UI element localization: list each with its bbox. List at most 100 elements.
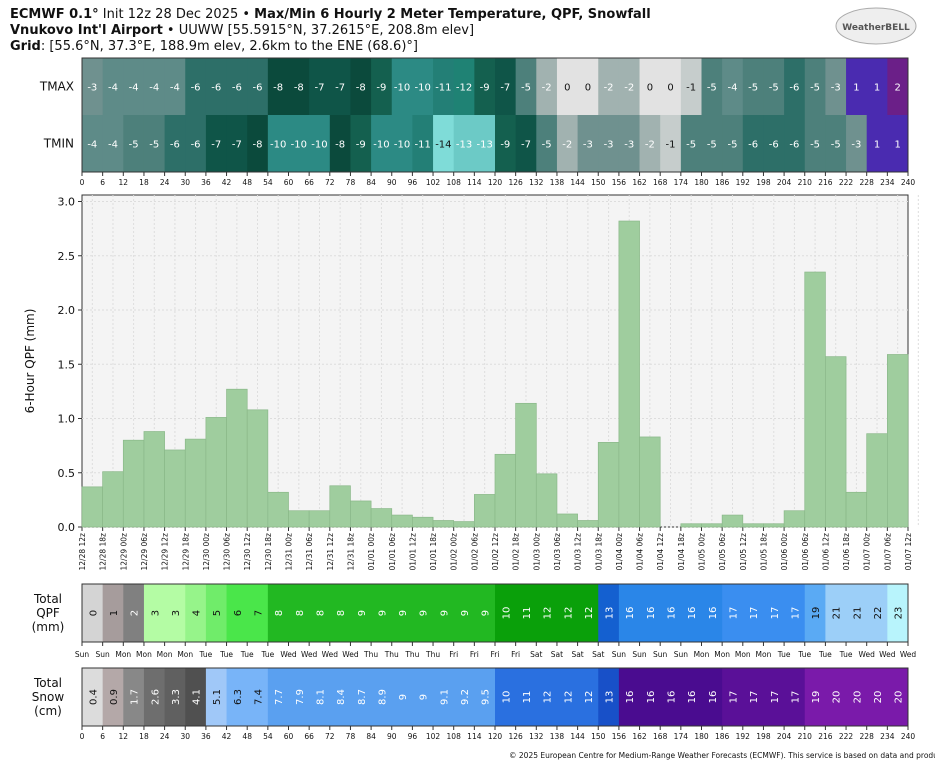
hour-tick-label: 162 (632, 732, 647, 741)
hour-tick-label: 192 (736, 178, 751, 187)
bar (556, 513, 578, 528)
temp-value: -5 (542, 140, 552, 151)
total-cell (267, 668, 289, 726)
day-label: Wed (322, 650, 339, 659)
hour-tick-label: 18 (139, 178, 149, 187)
bar (350, 500, 372, 528)
x-tick-label: 01/01 00z (367, 533, 376, 571)
temp-cell (846, 58, 868, 115)
temp-value: -10 (291, 140, 307, 151)
total-value: 8 (295, 610, 306, 616)
hour-tick-label: 48 (242, 732, 252, 741)
temp-cell (639, 58, 661, 115)
bar (205, 417, 227, 528)
total-cell (102, 584, 124, 642)
temp-value: -3 (87, 83, 97, 94)
day-label: Thu (404, 650, 419, 659)
total-cell (536, 584, 558, 642)
total-value: 6.3 (233, 689, 244, 705)
temp-value: -7 (314, 83, 324, 94)
total-value: 17 (770, 607, 781, 620)
total-cell (288, 668, 310, 726)
temp-cell (247, 58, 269, 115)
temp-value: 1 (894, 140, 900, 151)
temp-cell (660, 115, 682, 172)
temp-cell (350, 58, 372, 115)
temp-cell (391, 58, 413, 115)
bar (783, 510, 806, 528)
temp-value: -4 (129, 83, 139, 94)
total-cell (763, 668, 785, 726)
temp-value: -8 (294, 83, 304, 94)
bar (721, 514, 744, 528)
total-value: 8.4 (336, 689, 347, 705)
hour-tick-label: 108 (447, 178, 462, 187)
total-cell (185, 584, 207, 642)
x-tick-label: 12/30 12z (243, 533, 252, 571)
temp-value: -7 (211, 140, 221, 151)
total-value: 8.7 (357, 689, 368, 705)
temp-cell (123, 115, 145, 172)
day-label: Sat (530, 650, 542, 659)
bar (763, 523, 785, 528)
day-label: Mon (136, 650, 152, 659)
bar (742, 523, 764, 528)
hour-tick-label: 132 (529, 732, 544, 741)
temp-value: -5 (686, 140, 696, 151)
temp-value: 0 (585, 83, 591, 94)
total-cell (825, 668, 847, 726)
x-tick-label: 12/29 18z (181, 533, 190, 571)
total-value: 16 (667, 691, 678, 704)
total-value: 8 (315, 610, 326, 616)
temp-value: -7 (335, 83, 345, 94)
row-label: Total (33, 676, 62, 690)
total-cell (495, 668, 517, 726)
hour-tick-label: 228 (860, 732, 875, 741)
temp-value: 2 (894, 83, 900, 94)
hour-tick-label: 210 (798, 178, 813, 187)
hour-tick-label: 210 (798, 732, 813, 741)
temp-value: -10 (373, 140, 389, 151)
temp-value: -7 (521, 140, 531, 151)
temp-cell (825, 115, 847, 172)
hour-tick-label: 54 (263, 178, 273, 187)
temp-value: 0 (564, 83, 570, 94)
total-value: 20 (852, 691, 863, 704)
temp-cell (598, 58, 620, 115)
total-value: 9.5 (481, 689, 492, 705)
temp-value: -9 (480, 83, 490, 94)
total-cell (205, 668, 228, 726)
hour-tick-label: 78 (346, 732, 356, 741)
total-value: 9 (481, 610, 492, 616)
temp-cell (722, 58, 744, 115)
bar (288, 510, 310, 528)
total-cell (577, 668, 599, 726)
total-cell (660, 584, 682, 642)
temp-value: -3 (851, 140, 861, 151)
temp-cell (618, 115, 641, 172)
total-value: 21 (832, 607, 843, 620)
temp-value: -5 (149, 140, 159, 151)
x-tick-label: 01/02 18z (512, 533, 521, 571)
x-tick-label: 01/01 12z (408, 533, 417, 571)
y-tick-label: 0.0 (58, 521, 76, 534)
total-cell (556, 668, 579, 726)
temp-cell (536, 115, 558, 172)
total-cell (164, 668, 186, 726)
temp-value: -5 (769, 83, 779, 94)
temp-cell (453, 115, 475, 172)
temp-value: -3 (604, 140, 614, 151)
temp-value: -7 (232, 140, 242, 151)
total-cell (412, 668, 434, 726)
total-cell (742, 668, 764, 726)
total-cell (453, 668, 475, 726)
total-cell (82, 668, 104, 726)
total-cell (185, 668, 207, 726)
total-cell (804, 584, 826, 642)
day-label: Thu (384, 650, 399, 659)
temp-value: -10 (311, 140, 327, 151)
day-label: Sun (632, 650, 647, 659)
total-cell (433, 668, 455, 726)
total-value: 3.3 (171, 689, 182, 705)
day-label: Mon (714, 650, 730, 659)
